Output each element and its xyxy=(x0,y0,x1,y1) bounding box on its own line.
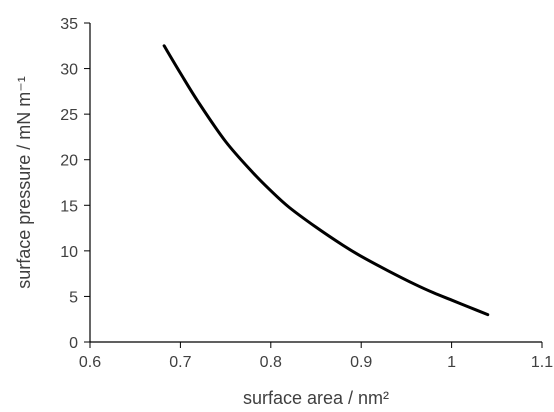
x-axis-ticks: 0.6 0.7 0.8 0.9 1 1.1 xyxy=(79,342,553,371)
x-tick-label: 0.7 xyxy=(169,354,191,371)
x-tick-label: 1 xyxy=(447,354,456,371)
x-axis-title: surface area / nm² xyxy=(243,388,389,408)
y-tick-label: 30 xyxy=(60,62,78,79)
y-tick-label: 0 xyxy=(69,335,78,352)
y-tick-label: 10 xyxy=(60,244,78,261)
y-tick-label: 20 xyxy=(60,153,78,170)
y-tick-label: 15 xyxy=(60,198,78,215)
x-tick-label: 0.8 xyxy=(260,354,282,371)
series-line xyxy=(162,44,490,317)
y-tick-label: 25 xyxy=(60,107,78,124)
x-tick-label: 0.6 xyxy=(79,354,101,371)
x-tick-label: 0.9 xyxy=(350,354,372,371)
y-axis-title: surface pressure / mN m⁻¹ xyxy=(14,76,34,289)
x-tick-label: 1.1 xyxy=(531,354,553,371)
y-axis-ticks: 0 5 10 15 20 25 30 35 xyxy=(60,16,90,352)
y-tick-label: 5 xyxy=(69,289,78,306)
y-tick-label: 35 xyxy=(60,16,78,33)
